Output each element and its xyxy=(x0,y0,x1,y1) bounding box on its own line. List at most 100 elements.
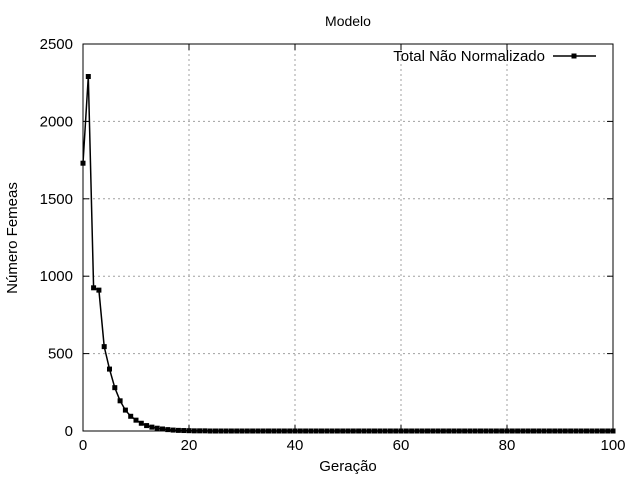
data-point xyxy=(112,385,118,391)
data-point xyxy=(297,428,303,434)
data-point xyxy=(281,428,287,434)
data-point xyxy=(244,428,250,434)
data-point xyxy=(393,428,399,434)
data-point xyxy=(107,366,112,372)
data-point xyxy=(531,428,536,434)
data-point xyxy=(170,427,176,433)
data-point xyxy=(345,428,351,434)
data-point xyxy=(80,160,86,166)
x-tick-label: 60 xyxy=(393,437,410,454)
legend: Total Não Normalizado xyxy=(393,48,596,65)
data-point xyxy=(435,428,441,434)
data-point xyxy=(144,423,150,429)
data-point xyxy=(403,428,409,434)
chart-title: Modelo xyxy=(325,13,371,29)
data-point xyxy=(308,428,314,434)
data-point xyxy=(191,428,197,434)
data-point xyxy=(313,428,319,434)
x-tick-label: 0 xyxy=(79,437,87,454)
data-point xyxy=(329,428,335,434)
grid-lines xyxy=(83,44,613,431)
data-point xyxy=(96,287,102,293)
data-point xyxy=(578,428,584,434)
data-point xyxy=(154,425,160,431)
data-point xyxy=(573,428,579,434)
data-point xyxy=(271,428,277,434)
data-point xyxy=(255,428,261,434)
x-axis-label: Geração xyxy=(319,458,377,475)
data-point xyxy=(478,428,483,434)
data-point xyxy=(181,428,187,434)
data-point xyxy=(377,428,383,434)
data-point xyxy=(398,428,404,434)
data-point xyxy=(175,427,181,433)
data-point xyxy=(483,428,489,434)
data-point xyxy=(133,417,139,423)
data-point xyxy=(451,428,457,434)
data-point xyxy=(149,424,155,430)
data-point xyxy=(419,428,425,434)
data-point xyxy=(213,428,218,434)
y-tick-label: 1000 xyxy=(40,268,73,285)
legend-marker xyxy=(571,53,577,59)
y-tick-label: 0 xyxy=(65,423,73,440)
x-tick-label: 20 xyxy=(181,437,198,454)
data-point xyxy=(552,428,558,434)
data-point xyxy=(446,428,452,434)
data-point xyxy=(340,428,346,434)
data-point xyxy=(605,428,611,434)
data-point xyxy=(499,428,505,434)
data-point xyxy=(91,285,97,291)
legend-label: Total Não Normalizado xyxy=(393,48,545,65)
plot-frame xyxy=(82,43,614,432)
data-point xyxy=(387,428,393,434)
y-tick-label: 2000 xyxy=(40,113,73,130)
x-tick-label: 100 xyxy=(600,437,625,454)
data-point xyxy=(138,420,144,426)
data-point xyxy=(414,428,420,434)
data-point xyxy=(361,428,367,434)
data-point xyxy=(584,428,589,434)
data-point xyxy=(536,428,542,434)
data-point xyxy=(334,428,340,434)
data-point xyxy=(557,428,563,434)
y-tick-label: 2500 xyxy=(40,36,73,53)
x-tick-label: 40 xyxy=(287,437,304,454)
data-point xyxy=(520,428,526,434)
data-point xyxy=(128,413,134,419)
data-point xyxy=(122,407,128,413)
data-point xyxy=(197,428,203,434)
data-point xyxy=(599,428,605,434)
data-point xyxy=(546,428,552,434)
data-point xyxy=(440,428,446,434)
data-point xyxy=(493,428,499,434)
data-point xyxy=(239,428,245,434)
data-point xyxy=(117,398,123,404)
series-group xyxy=(80,74,616,434)
data-point xyxy=(430,428,436,434)
data-point xyxy=(356,428,362,434)
y-tick-label: 500 xyxy=(48,346,73,363)
data-point xyxy=(266,428,271,434)
data-point xyxy=(186,428,192,434)
data-point xyxy=(228,428,234,434)
data-point xyxy=(223,428,229,434)
data-point xyxy=(541,428,547,434)
data-point xyxy=(456,428,462,434)
data-point xyxy=(101,344,107,350)
y-tick-label: 1500 xyxy=(40,191,73,208)
data-point xyxy=(409,428,415,434)
data-point xyxy=(382,428,388,434)
data-point xyxy=(525,428,531,434)
data-point xyxy=(472,428,478,434)
data-point xyxy=(207,428,213,434)
data-point xyxy=(324,428,330,434)
data-point xyxy=(287,428,293,434)
data-point xyxy=(292,428,298,434)
data-point xyxy=(260,428,266,434)
data-point xyxy=(488,428,494,434)
data-point xyxy=(562,428,568,434)
data-point xyxy=(509,428,515,434)
